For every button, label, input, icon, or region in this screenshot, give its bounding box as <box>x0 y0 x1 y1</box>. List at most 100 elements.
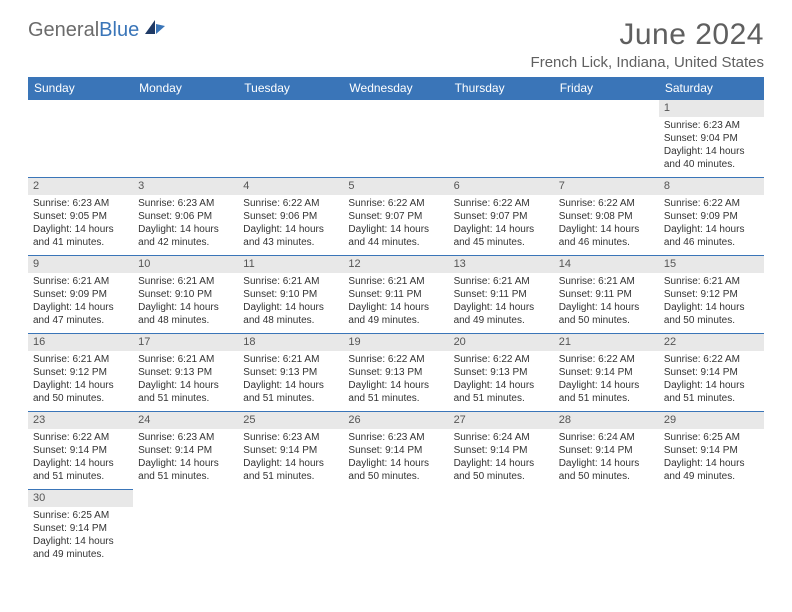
day-detail-line: Sunset: 9:04 PM <box>664 132 759 145</box>
day-number: 12 <box>343 256 448 273</box>
day-detail-line: Sunrise: 6:23 AM <box>33 197 128 210</box>
brand-part1: General <box>28 19 99 42</box>
day-detail-line: Sunrise: 6:22 AM <box>348 197 443 210</box>
day-number: 25 <box>238 412 343 429</box>
calendar-day-cell: 4Sunrise: 6:22 AMSunset: 9:06 PMDaylight… <box>238 178 343 256</box>
day-detail-line: and 51 minutes. <box>664 392 759 405</box>
calendar-day-cell: 19Sunrise: 6:22 AMSunset: 9:13 PMDayligh… <box>343 334 448 412</box>
calendar-week-row: 23Sunrise: 6:22 AMSunset: 9:14 PMDayligh… <box>28 412 764 490</box>
day-detail-line: Daylight: 14 hours <box>138 379 233 392</box>
brand-logo: GeneralBlue <box>28 18 167 42</box>
day-detail-line: Sunset: 9:10 PM <box>138 288 233 301</box>
day-number: 15 <box>659 256 764 273</box>
day-detail-line: Sunrise: 6:23 AM <box>138 197 233 210</box>
day-detail-line: and 46 minutes. <box>664 236 759 249</box>
day-detail-line: and 48 minutes. <box>138 314 233 327</box>
day-detail-line: and 44 minutes. <box>348 236 443 249</box>
day-detail-line: Daylight: 14 hours <box>664 301 759 314</box>
day-detail-line: Sunrise: 6:22 AM <box>664 197 759 210</box>
day-number: 19 <box>343 334 448 351</box>
day-number: 29 <box>659 412 764 429</box>
calendar-page: GeneralBlue June 2024 French Lick, India… <box>0 0 792 568</box>
calendar-day-cell <box>133 490 238 568</box>
day-detail-line: Daylight: 14 hours <box>664 379 759 392</box>
day-detail-line: and 50 minutes. <box>454 470 549 483</box>
calendar-week-row: 2Sunrise: 6:23 AMSunset: 9:05 PMDaylight… <box>28 178 764 256</box>
day-detail-line: Daylight: 14 hours <box>454 301 549 314</box>
day-number: 22 <box>659 334 764 351</box>
day-detail-line: and 47 minutes. <box>33 314 128 327</box>
day-number: 5 <box>343 178 448 195</box>
day-detail-line: Sunrise: 6:22 AM <box>559 197 654 210</box>
calendar-day-cell: 15Sunrise: 6:21 AMSunset: 9:12 PMDayligh… <box>659 256 764 334</box>
day-detail-line: Sunset: 9:13 PM <box>138 366 233 379</box>
day-detail-line: Sunrise: 6:23 AM <box>664 119 759 132</box>
day-detail-line: and 50 minutes. <box>559 314 654 327</box>
day-detail-line: Sunrise: 6:25 AM <box>664 431 759 444</box>
calendar-day-cell: 5Sunrise: 6:22 AMSunset: 9:07 PMDaylight… <box>343 178 448 256</box>
day-detail-line: Sunrise: 6:21 AM <box>33 353 128 366</box>
day-detail-line: Daylight: 14 hours <box>664 457 759 470</box>
day-detail-line: Daylight: 14 hours <box>33 301 128 314</box>
day-detail-line: Sunset: 9:14 PM <box>243 444 338 457</box>
day-detail: Sunrise: 6:23 AMSunset: 9:05 PMDaylight:… <box>28 195 133 253</box>
calendar-body: 1Sunrise: 6:23 AMSunset: 9:04 PMDaylight… <box>28 100 764 568</box>
day-number: 13 <box>449 256 554 273</box>
day-detail-line: Daylight: 14 hours <box>243 457 338 470</box>
day-number: 24 <box>133 412 238 429</box>
day-detail-line: and 46 minutes. <box>559 236 654 249</box>
day-detail: Sunrise: 6:21 AMSunset: 9:09 PMDaylight:… <box>28 273 133 331</box>
day-detail: Sunrise: 6:22 AMSunset: 9:08 PMDaylight:… <box>554 195 659 253</box>
calendar-day-cell: 28Sunrise: 6:24 AMSunset: 9:14 PMDayligh… <box>554 412 659 490</box>
location-text: French Lick, Indiana, United States <box>531 54 764 71</box>
calendar-day-cell <box>449 490 554 568</box>
day-detail: Sunrise: 6:22 AMSunset: 9:07 PMDaylight:… <box>449 195 554 253</box>
day-detail: Sunrise: 6:21 AMSunset: 9:11 PMDaylight:… <box>449 273 554 331</box>
day-detail-line: Sunrise: 6:23 AM <box>243 431 338 444</box>
day-detail-line: Sunset: 9:06 PM <box>138 210 233 223</box>
day-detail-line: Sunset: 9:13 PM <box>243 366 338 379</box>
day-detail-line: Sunrise: 6:21 AM <box>138 275 233 288</box>
day-detail-line: and 51 minutes. <box>138 392 233 405</box>
calendar-day-cell: 6Sunrise: 6:22 AMSunset: 9:07 PMDaylight… <box>449 178 554 256</box>
day-detail: Sunrise: 6:22 AMSunset: 9:13 PMDaylight:… <box>449 351 554 409</box>
day-detail-line: Sunset: 9:13 PM <box>454 366 549 379</box>
day-detail-line: and 50 minutes. <box>33 392 128 405</box>
day-number: 28 <box>554 412 659 429</box>
day-detail-line: and 51 minutes. <box>243 470 338 483</box>
day-number: 1 <box>659 100 764 117</box>
calendar-day-cell: 12Sunrise: 6:21 AMSunset: 9:11 PMDayligh… <box>343 256 448 334</box>
day-detail: Sunrise: 6:21 AMSunset: 9:12 PMDaylight:… <box>659 273 764 331</box>
day-detail-line: Sunrise: 6:21 AM <box>454 275 549 288</box>
day-number: 6 <box>449 178 554 195</box>
col-wed: Wednesday <box>343 77 448 100</box>
day-detail-line: Daylight: 14 hours <box>348 457 443 470</box>
day-detail-line: Daylight: 14 hours <box>664 223 759 236</box>
brand-part2: Blue <box>99 19 139 42</box>
day-number: 23 <box>28 412 133 429</box>
day-detail-line: Sunrise: 6:21 AM <box>243 353 338 366</box>
day-detail-line: Sunrise: 6:21 AM <box>664 275 759 288</box>
day-detail: Sunrise: 6:23 AMSunset: 9:14 PMDaylight:… <box>238 429 343 487</box>
day-detail-line: and 51 minutes. <box>454 392 549 405</box>
calendar-day-cell: 1Sunrise: 6:23 AMSunset: 9:04 PMDaylight… <box>659 100 764 178</box>
day-detail: Sunrise: 6:24 AMSunset: 9:14 PMDaylight:… <box>554 429 659 487</box>
day-detail-line: Sunrise: 6:21 AM <box>348 275 443 288</box>
day-detail-line: Sunrise: 6:21 AM <box>33 275 128 288</box>
col-tue: Tuesday <box>238 77 343 100</box>
day-detail: Sunrise: 6:22 AMSunset: 9:14 PMDaylight:… <box>659 351 764 409</box>
day-number: 7 <box>554 178 659 195</box>
day-number: 14 <box>554 256 659 273</box>
calendar-day-cell: 29Sunrise: 6:25 AMSunset: 9:14 PMDayligh… <box>659 412 764 490</box>
calendar-day-cell <box>554 490 659 568</box>
day-detail: Sunrise: 6:21 AMSunset: 9:13 PMDaylight:… <box>238 351 343 409</box>
day-detail-line: and 51 minutes. <box>33 470 128 483</box>
weekday-header-row: Sunday Monday Tuesday Wednesday Thursday… <box>28 77 764 100</box>
day-detail-line: Sunset: 9:11 PM <box>454 288 549 301</box>
calendar-day-cell: 26Sunrise: 6:23 AMSunset: 9:14 PMDayligh… <box>343 412 448 490</box>
day-detail-line: Sunrise: 6:24 AM <box>454 431 549 444</box>
day-detail-line: Sunset: 9:14 PM <box>559 444 654 457</box>
col-sun: Sunday <box>28 77 133 100</box>
day-detail-line: Daylight: 14 hours <box>454 379 549 392</box>
day-detail-line: and 50 minutes. <box>348 470 443 483</box>
